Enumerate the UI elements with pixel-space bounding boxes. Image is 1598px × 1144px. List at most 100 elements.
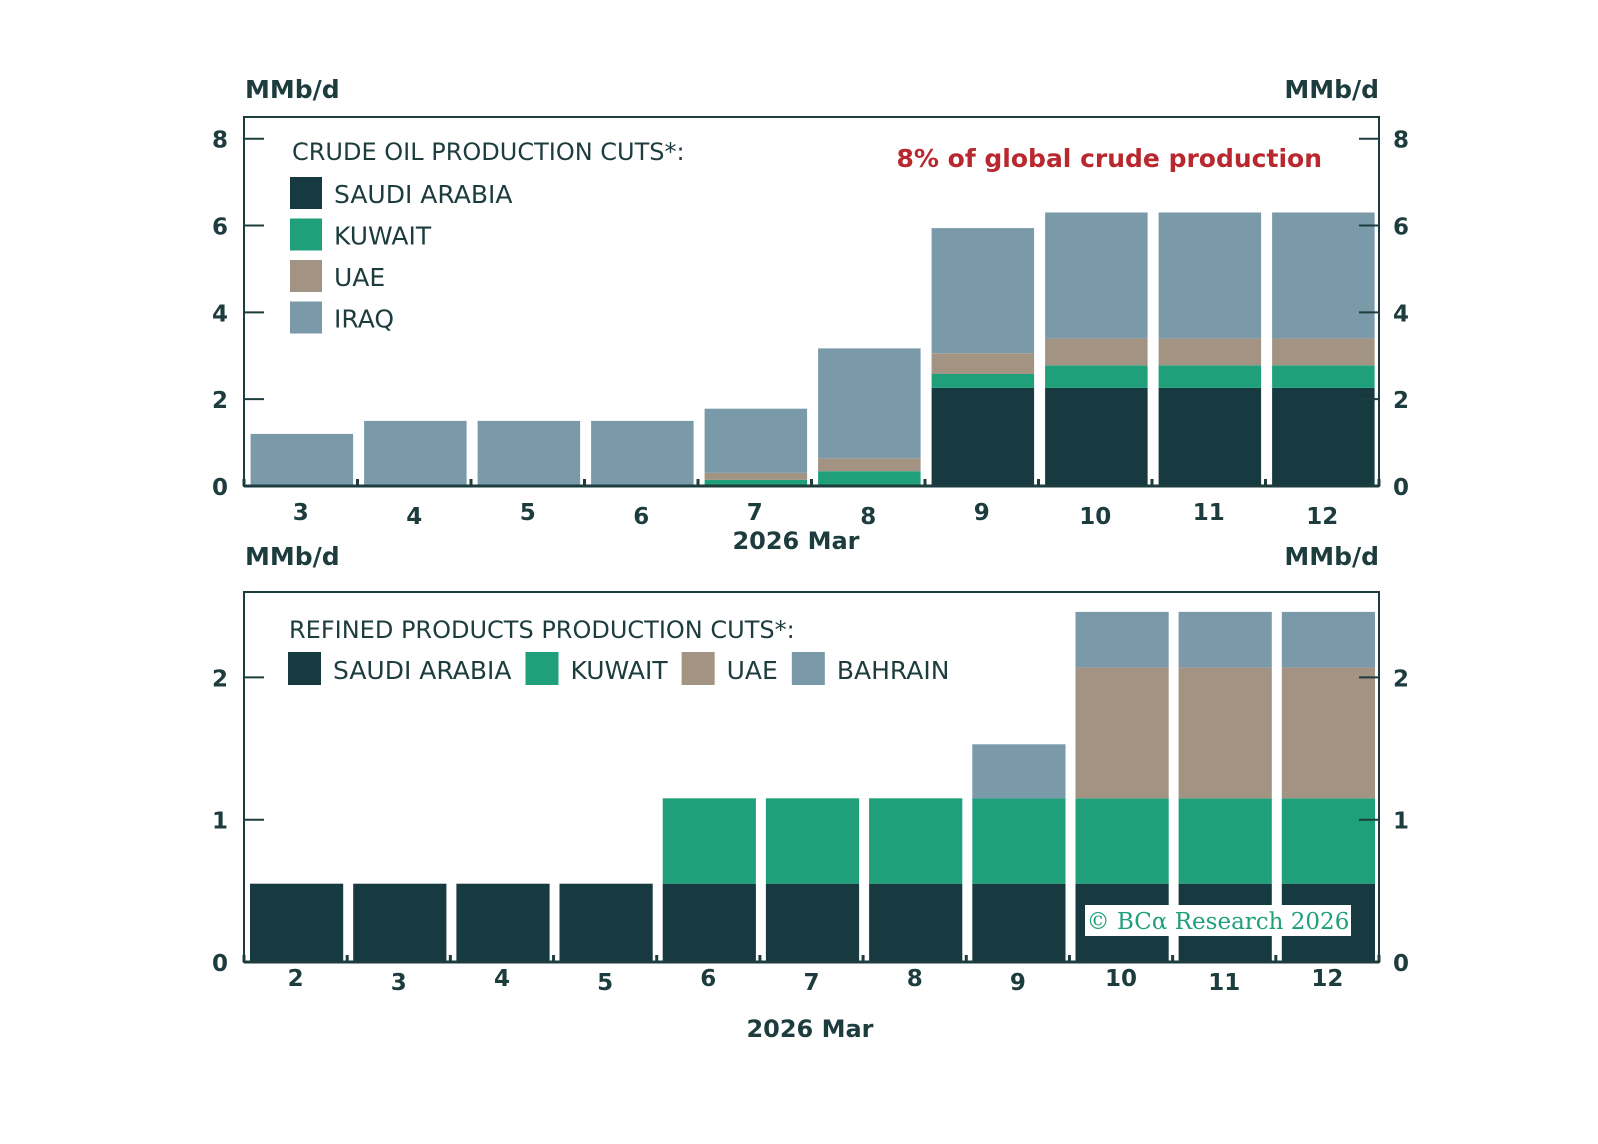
refined-products-chart: 0 01 12 2 2 3 4 5 6 7 8 9 10 11 12 MMb/d MMb/d REFINE… — [212, 542, 1409, 1043]
crude-y-ticks: 0 0 2 2 4 4 6 6 8 8 — [212, 128, 1409, 501]
bar-uae-11 — [1158, 338, 1262, 366]
crude-legend-title: CRUDE OIL PRODUCTION CUTS*: — [292, 138, 685, 166]
bar-kuwait-12 — [1272, 365, 1375, 388]
refined-y-label-left: MMb/d — [245, 542, 340, 571]
legend-label-iraq: IRAQ — [334, 305, 394, 334]
watermark-background — [1085, 905, 1351, 936]
bar-saudi-arabia-6 — [662, 883, 756, 962]
x-tick-label-12: 12 — [1311, 966, 1343, 992]
bar-kuwait-8 — [869, 798, 963, 884]
legend-swatch-uae — [290, 260, 322, 292]
legend-swatch-saudi-arabia — [290, 177, 322, 209]
crude-y-label-right: MMb/d — [1284, 75, 1379, 104]
refined-legend: SAUDI ARABIA KUWAIT UAE BAHRAIN — [288, 652, 949, 685]
bar-saudi-arabia-12 — [1272, 387, 1375, 486]
y-tick-label-right-2: 2 — [1393, 388, 1409, 414]
y-tick-label-left-6: 6 — [212, 215, 228, 241]
bar-bahrain-9 — [972, 744, 1066, 799]
x-tick-label-9: 9 — [1010, 970, 1026, 996]
y-tick-label-left-1: 1 — [212, 809, 228, 835]
bar-uae-10 — [1075, 667, 1169, 799]
bar-uae-9 — [931, 353, 1035, 374]
bar-saudi-arabia-9 — [972, 883, 1066, 962]
bar-bahrain-12 — [1281, 611, 1375, 668]
x-tick-label-4: 4 — [494, 966, 510, 992]
bar-kuwait-6 — [662, 798, 756, 884]
bar-saudi-arabia-7 — [765, 883, 860, 962]
crude-x-label: 2026 Mar — [732, 527, 859, 555]
bar-kuwait-7 — [704, 479, 808, 486]
bar-kuwait-9 — [931, 374, 1035, 388]
crude-oil-chart: 0 0 2 2 4 4 6 6 8 8 3 4 5 6 7 8 9 10 11 12 MMb/d MMb/d CRU… — [212, 75, 1409, 555]
x-tick-label-9: 9 — [974, 500, 990, 526]
bar-iraq-7 — [704, 408, 808, 473]
bar-uae-12 — [1281, 667, 1375, 799]
crude-bars — [250, 212, 1375, 486]
crude-annotation: 8% of global crude production — [897, 144, 1323, 173]
watermark: © BCα Research 2026 — [1085, 905, 1351, 936]
x-tick-label-5: 5 — [520, 500, 536, 526]
x-tick-label-3: 3 — [391, 970, 407, 996]
y-tick-label-right-1: 1 — [1393, 809, 1409, 835]
bar-saudi-arabia-4 — [456, 883, 550, 962]
y-tick-label-left-2: 2 — [212, 388, 228, 414]
x-tick-label-11: 11 — [1208, 970, 1240, 996]
bar-kuwait-12 — [1281, 798, 1375, 884]
bar-saudi-arabia-10 — [1045, 387, 1148, 486]
bar-iraq-8 — [818, 348, 921, 459]
x-tick-label-2: 2 — [288, 966, 304, 992]
refined-y-label-right: MMb/d — [1284, 542, 1379, 571]
bar-uae-7 — [704, 473, 808, 480]
bar-uae-8 — [818, 458, 921, 472]
bar-iraq-12 — [1272, 212, 1375, 339]
bar-kuwait-10 — [1045, 365, 1148, 388]
x-tick-label-8: 8 — [907, 966, 923, 992]
bar-uae-11 — [1178, 667, 1272, 799]
bar-uae-12 — [1272, 338, 1375, 366]
x-tick-label-6: 6 — [633, 504, 649, 530]
y-tick-label-left-0: 0 — [212, 475, 228, 501]
bar-kuwait-10 — [1075, 798, 1169, 884]
legend-label-saudi-arabia: SAUDI ARABIA — [334, 180, 513, 209]
x-tick-label-8: 8 — [860, 504, 876, 530]
refined-legend-title: REFINED PRODUCTS PRODUCTION CUTS*: — [289, 616, 795, 644]
bar-iraq-3 — [250, 433, 354, 486]
x-tick-label-5: 5 — [597, 970, 613, 996]
bar-uae-10 — [1045, 338, 1148, 366]
x-tick-label-10: 10 — [1105, 966, 1137, 992]
bar-iraq-4 — [364, 420, 467, 486]
bar-iraq-9 — [931, 228, 1035, 354]
legend-swatch-iraq — [290, 301, 322, 334]
bar-saudi-arabia-9 — [931, 387, 1035, 486]
refined-x-label: 2026 Mar — [746, 1015, 873, 1043]
watermark-text: © BCα Research 2026 — [1087, 909, 1350, 935]
bar-saudi-arabia-3 — [353, 883, 447, 962]
bar-bahrain-11 — [1178, 611, 1272, 668]
x-tick-label-4: 4 — [406, 504, 422, 530]
y-tick-label-right-4: 4 — [1393, 301, 1409, 327]
bar-saudi-arabia-11 — [1158, 387, 1262, 486]
legend-label-bahrain: BAHRAIN — [837, 656, 950, 685]
bar-kuwait-8 — [818, 471, 921, 486]
legend-label-kuwait: KUWAIT — [334, 222, 432, 251]
y-tick-label-right-8: 8 — [1393, 128, 1409, 154]
bar-iraq-5 — [477, 420, 581, 486]
refined-plot-frame — [243, 591, 1380, 964]
bar-iraq-6 — [591, 420, 694, 486]
legend-swatch-kuwait — [525, 652, 559, 685]
legend-swatch-saudi-arabia — [288, 652, 321, 685]
legend-swatch-uae — [681, 652, 715, 685]
x-tick-label-7: 7 — [747, 500, 763, 526]
refined-x-ticks: 2 3 4 5 6 7 8 9 10 11 12 — [242, 955, 1381, 996]
bar-iraq-11 — [1158, 212, 1262, 339]
x-tick-label-7: 7 — [803, 970, 819, 996]
y-tick-label-right-0: 0 — [1393, 951, 1409, 977]
bar-iraq-10 — [1045, 212, 1148, 339]
x-tick-label-10: 10 — [1079, 504, 1111, 530]
legend-label-saudi-arabia: SAUDI ARABIA — [333, 656, 512, 685]
y-tick-label-right-6: 6 — [1393, 215, 1409, 241]
bar-saudi-arabia-2 — [250, 883, 344, 962]
bar-kuwait-7 — [765, 798, 860, 884]
x-tick-label-6: 6 — [700, 966, 716, 992]
